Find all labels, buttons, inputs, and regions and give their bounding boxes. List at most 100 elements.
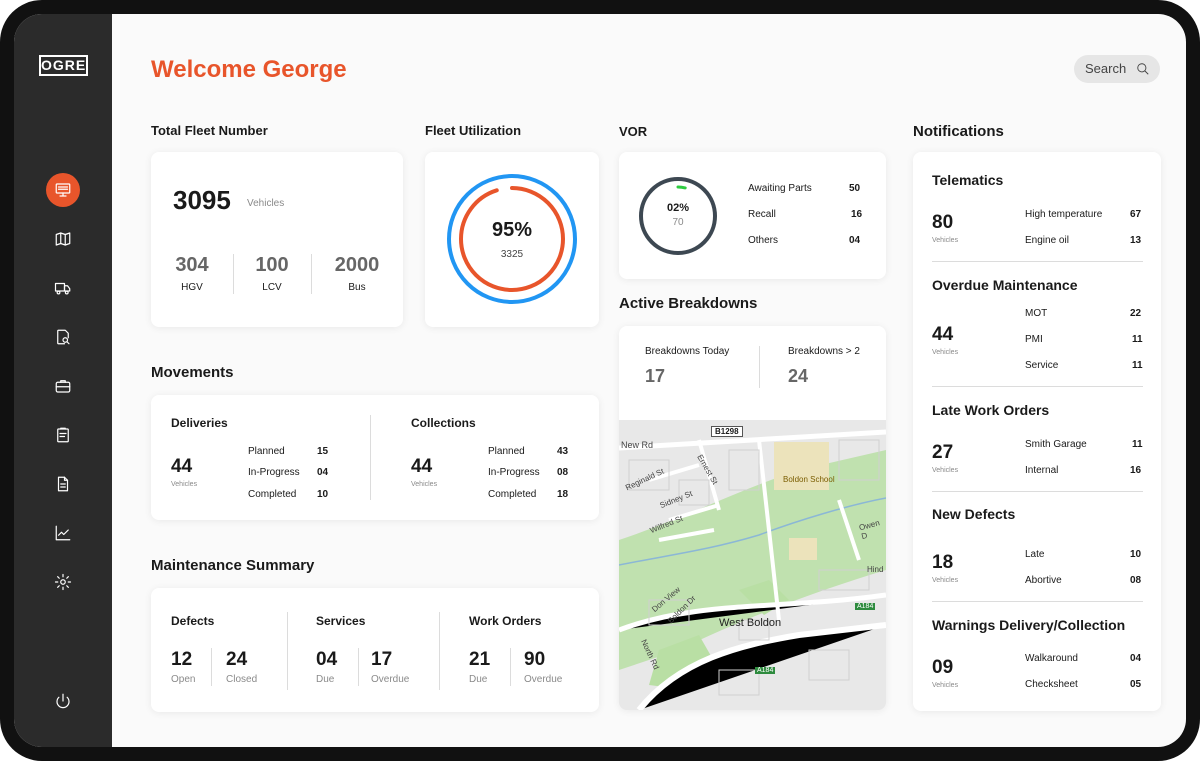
maintenance-title: Maintenance Summary — [151, 557, 315, 574]
defects-closed-label: Closed — [226, 674, 258, 685]
telematics-total: 80 — [932, 212, 954, 233]
movements-card[interactable]: Deliveries 44 Vehicles Planned 15 In-Pro… — [151, 395, 599, 520]
telematics-row-value: 67 — [1130, 209, 1142, 220]
power-button[interactable] — [46, 684, 80, 718]
overdue-maintenance-row-label: PMI — [1025, 334, 1043, 345]
search-button[interactable]: Search — [1074, 55, 1160, 83]
overdue-maintenance-title[interactable]: Overdue Maintenance — [932, 277, 1078, 293]
workorders-due-label: Due — [469, 674, 488, 685]
search-label: Search — [1085, 61, 1127, 76]
vor-arc — [647, 185, 709, 247]
fleet-bus-label: Bus — [348, 282, 366, 293]
map-label-a184: A184 — [755, 667, 776, 674]
divider — [759, 346, 760, 388]
deliveries-planned-value: 15 — [317, 446, 329, 457]
collections-inprogress-value: 08 — [557, 467, 569, 478]
map-icon — [55, 232, 71, 246]
document-search-icon — [57, 329, 70, 345]
nav-vehicles[interactable] — [46, 271, 80, 305]
workorders-overdue-value: 90 — [524, 649, 546, 670]
divider — [358, 648, 359, 686]
workorders-title: Work Orders — [469, 614, 542, 628]
new-defects-row-label: Abortive — [1025, 575, 1062, 586]
fleet-lcv-value: 100 — [255, 254, 289, 276]
late-work-orders-title[interactable]: Late Work Orders — [932, 402, 1050, 418]
breakdowns-over-value: 24 — [788, 366, 809, 386]
movements-title: Movements — [151, 364, 234, 381]
defects-title: Defects — [171, 614, 215, 628]
vor-percent: 02% — [666, 202, 690, 214]
notifications-card[interactable]: Telematics 80 Vehicles High temperature … — [913, 152, 1161, 711]
utilization-outer-ring — [447, 174, 577, 304]
truck-icon — [54, 282, 71, 295]
defects-open-value: 12 — [171, 649, 193, 670]
fleet-lcv-label: LCV — [262, 282, 282, 293]
breakdowns-today-value: 17 — [645, 366, 666, 386]
deliveries-inprogress-label: In-Progress — [248, 467, 300, 478]
vor-others-label: Others — [748, 235, 779, 246]
nav-inspections[interactable] — [46, 320, 80, 354]
new-defects-row-label: Late — [1025, 549, 1045, 560]
overdue-maintenance-row-value: 11 — [1132, 334, 1143, 345]
late-work-orders-row-label: Internal — [1025, 465, 1059, 476]
fleet-hgv-value: 304 — [175, 254, 209, 276]
deliveries-title: Deliveries — [171, 416, 228, 430]
maintenance-card[interactable]: Defects 12 Open 24 Closed Services 04 Du… — [151, 588, 599, 712]
fleet-bus-value: 2000 — [334, 254, 380, 276]
deliveries-inprogress-value: 04 — [317, 467, 329, 478]
nav-settings[interactable] — [46, 565, 80, 599]
warnings-title[interactable]: Warnings Delivery/Collection — [932, 617, 1126, 633]
map-label-hind: Hind — [867, 565, 884, 574]
divider — [311, 254, 312, 294]
app-logo[interactable]: OGRE — [39, 55, 88, 76]
new-defects-title[interactable]: New Defects — [932, 506, 1016, 522]
monitor-icon — [55, 183, 71, 197]
breakdowns-map[interactable]: B1298 New Rd Reginald St Ernest St Sidne… — [619, 420, 886, 710]
vor-recall-label: Recall — [748, 209, 776, 220]
nav-checklists[interactable] — [46, 418, 80, 452]
telematics-title[interactable]: Telematics — [932, 172, 1004, 188]
nav-dashboard[interactable] — [46, 173, 80, 207]
divider — [932, 261, 1143, 262]
overdue-maintenance-row-label: Service — [1025, 360, 1059, 371]
breakdowns-card[interactable]: Breakdowns Today 17 Breakdowns > 2 24 — [619, 326, 886, 710]
fleet-title: Total Fleet Number — [151, 123, 268, 138]
fleet-hgv: 304 HGV — [151, 254, 233, 293]
nav-reports[interactable] — [46, 516, 80, 550]
fleet-total: 3095 — [173, 185, 231, 215]
breakdowns-over-label: Breakdowns > 2 — [788, 346, 860, 357]
nav-documents[interactable] — [46, 467, 80, 501]
warnings-row-value: 05 — [1130, 679, 1142, 690]
utilization-card[interactable]: 95% 3325 — [425, 152, 599, 327]
defects-open-label: Open — [171, 674, 196, 685]
map-label-b1298: B1298 — [711, 426, 743, 437]
deliveries-unit: Vehicles — [171, 481, 198, 488]
nav-jobs[interactable] — [46, 369, 80, 403]
map-label-west-boldon: West Boldon — [719, 617, 782, 629]
map-label-boldon-school: Boldon School — [783, 475, 835, 484]
fleet-bus: 2000 Bus — [311, 254, 403, 293]
late-work-orders-total: 27 — [932, 442, 954, 463]
late-work-orders-row-value: 16 — [1130, 465, 1142, 476]
map-label-a184: A184 — [855, 603, 876, 610]
divider — [233, 254, 234, 294]
fleet-card[interactable]: 3095 Vehicles 304 HGV 100 LCV 2000 Bus — [151, 152, 403, 327]
main-content: Welcome George Search Total Fleet Number… — [112, 14, 1186, 747]
vor-recall-value: 16 — [851, 209, 863, 220]
divider — [287, 612, 288, 690]
vor-card[interactable]: 02% 70 Awaiting Parts 50 Recall 16 Other… — [619, 152, 886, 279]
collections-total: 44 — [411, 456, 433, 477]
nav-map[interactable] — [46, 222, 80, 256]
collections-completed-value: 18 — [557, 489, 569, 500]
search-icon — [1137, 63, 1149, 75]
overdue-maintenance-row-value: 22 — [1130, 308, 1142, 319]
new-defects-total: 18 — [932, 552, 954, 573]
fleet-lcv: 100 LCV — [233, 254, 311, 293]
chart-icon — [55, 525, 71, 541]
page-title: Welcome George — [151, 56, 347, 83]
late-work-orders-row-label: Smith Garage — [1025, 439, 1087, 450]
vor-ring — [639, 177, 717, 255]
utilization-gauge — [447, 174, 577, 304]
overdue-maintenance-row-value: 11 — [1132, 360, 1143, 371]
